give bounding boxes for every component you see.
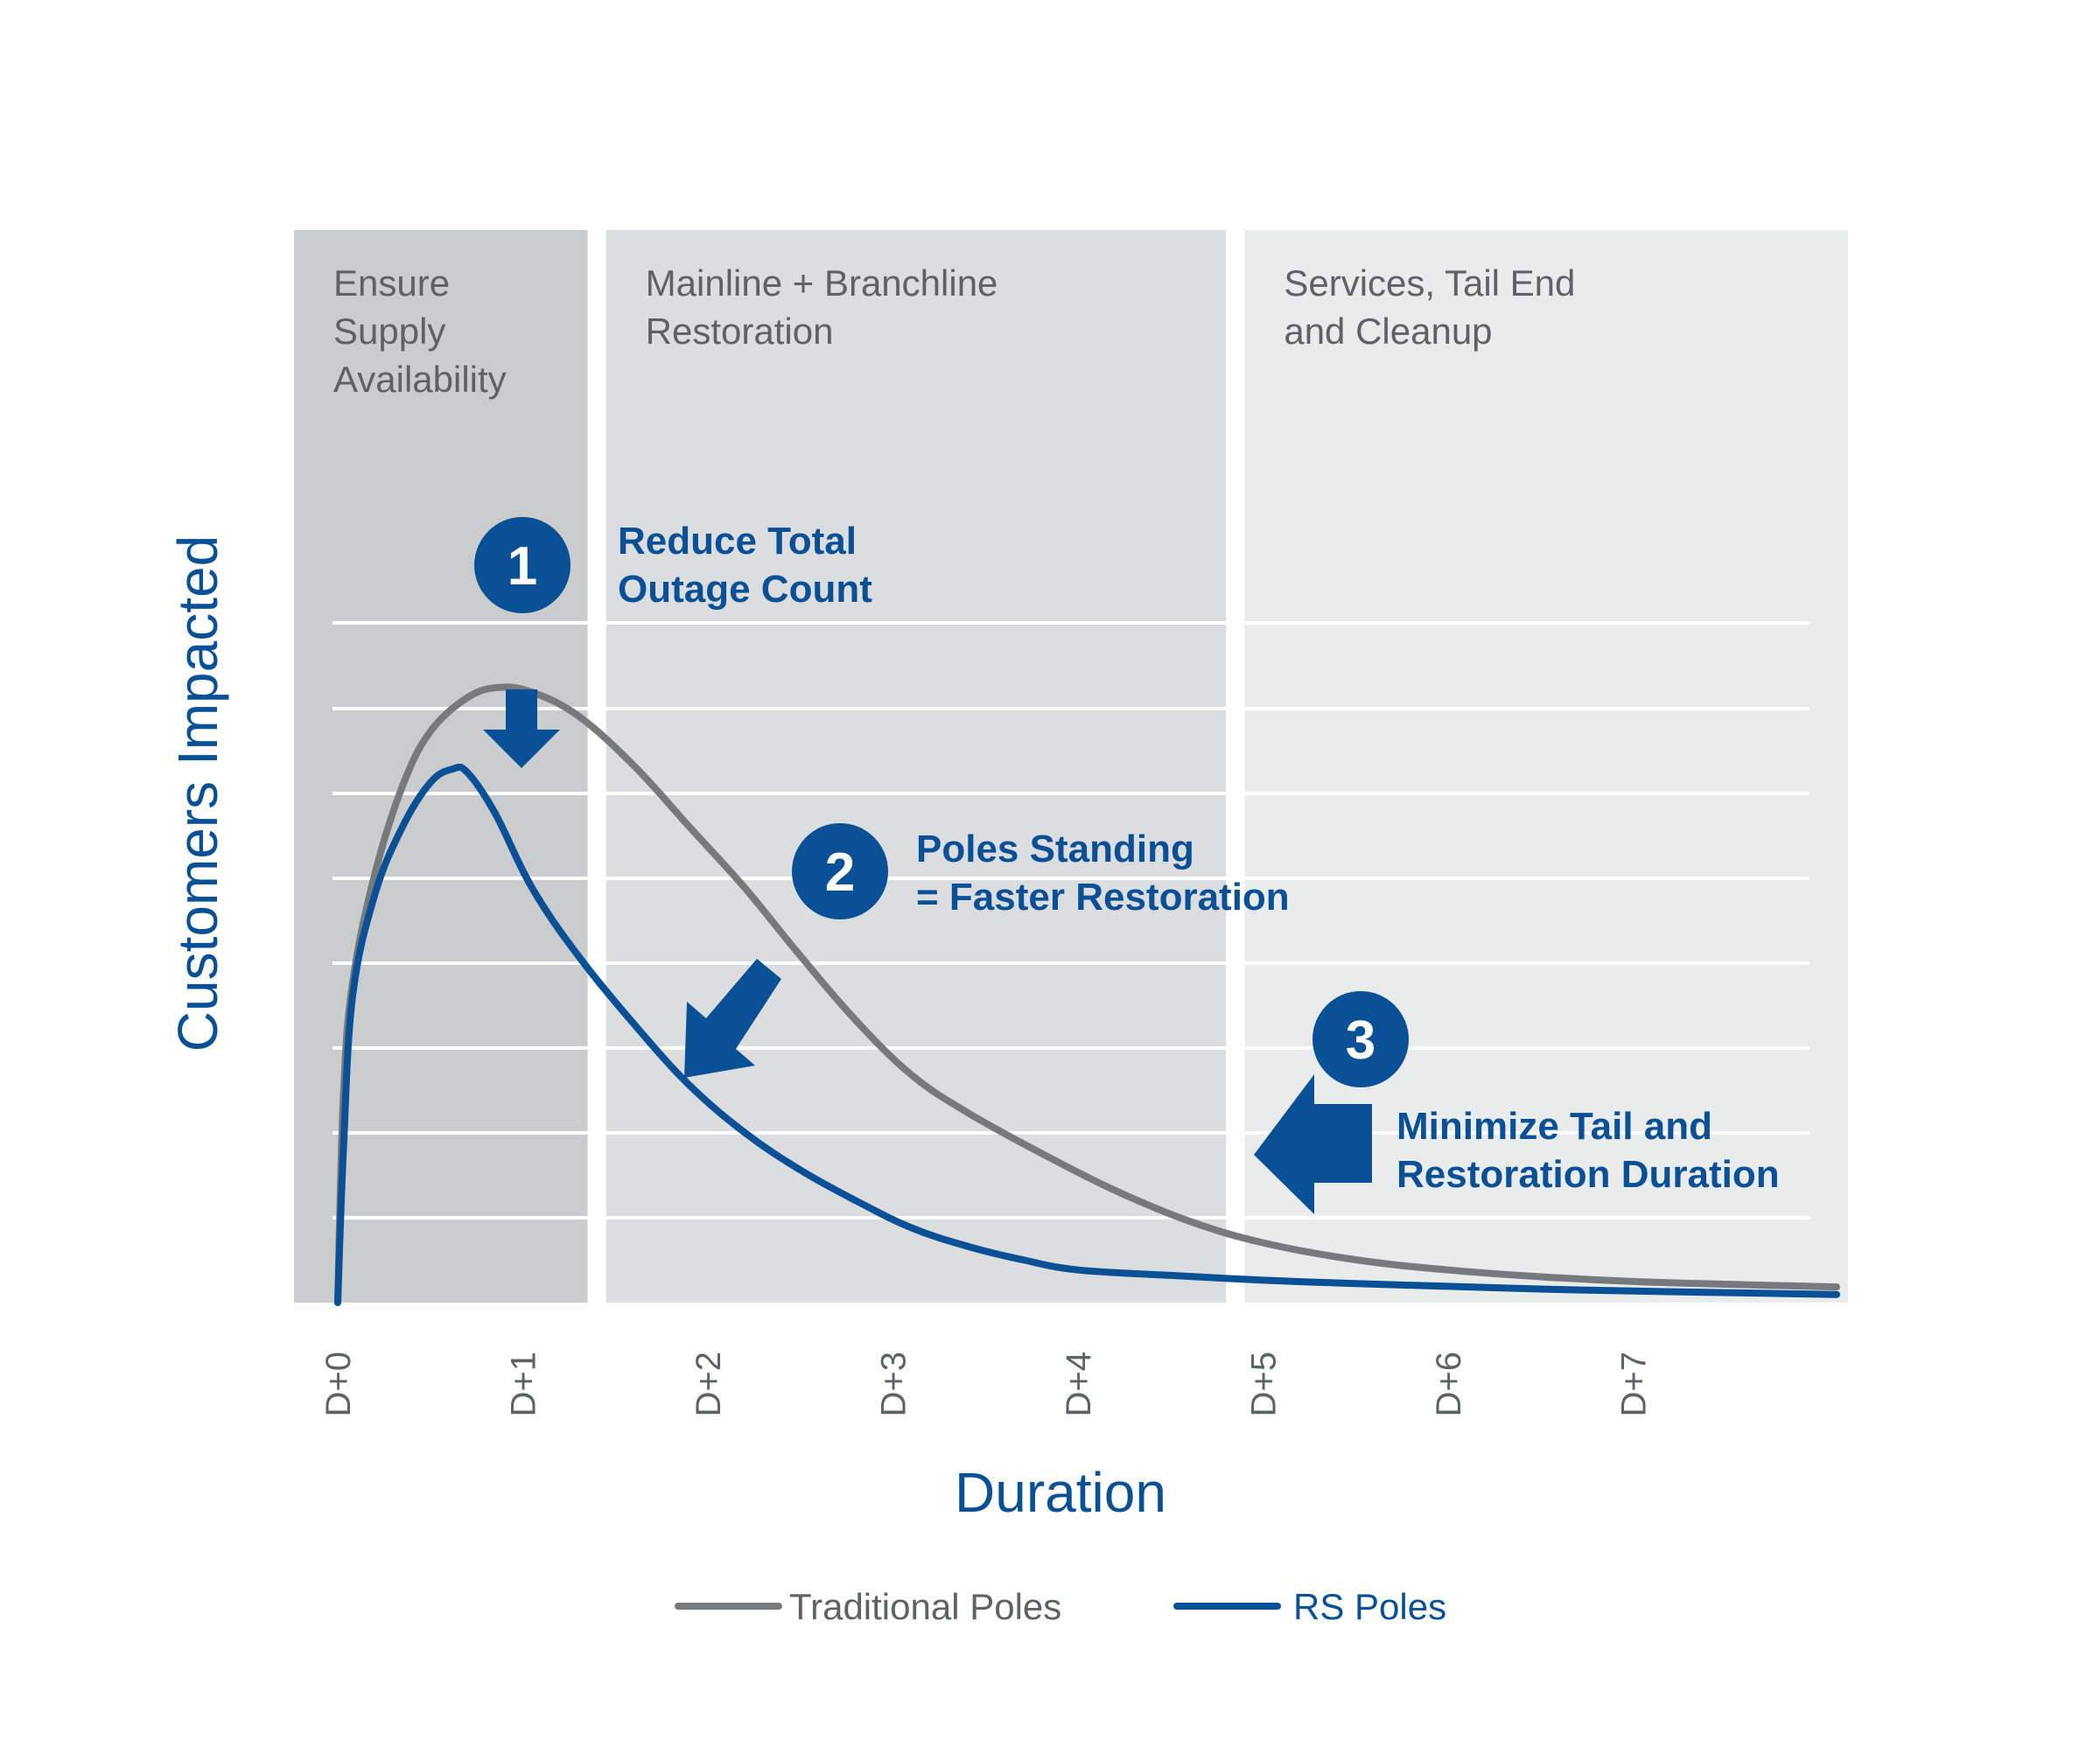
annotation-3-text-line-1: Minimize Tail and [1396, 1105, 1712, 1148]
x-tick-Dplus-6: D+6 [1430, 1352, 1468, 1417]
legend-label-rs-poles: RS Poles [1293, 1586, 1446, 1627]
annotation-3-text-line-2: Restoration Duration [1396, 1153, 1780, 1196]
x-tick-Dplus-3: D+3 [875, 1352, 914, 1417]
phase-label-2-line-2: Restoration [646, 311, 834, 352]
x-axis-title: Duration [955, 1461, 1166, 1524]
annotation-1-number: 1 [508, 536, 537, 597]
annotation-1-text-line-2: Outage Count [618, 568, 872, 611]
arrow-down-left-icon [684, 959, 781, 1078]
phase-label-1-line-1: Ensure [333, 262, 450, 304]
annotation-2-text-line-2: = Faster Restoration [916, 876, 1290, 919]
x-tick-Dplus-1: D+1 [505, 1352, 543, 1417]
series-line-traditional-poles [334, 683, 1841, 1306]
y-axis-title: Customers Impacted [166, 535, 229, 1052]
annotation-3-badge [1312, 991, 1409, 1087]
legend-label-traditional-poles: Traditional Poles [789, 1586, 1061, 1627]
annotation-1-badge [474, 517, 570, 613]
annotation-2-number: 2 [825, 842, 855, 903]
series-line-rs-poles [334, 763, 1841, 1306]
phase-separator-2 [1228, 230, 1242, 1304]
phase-separator-1 [590, 230, 605, 1304]
x-tick-Dplus-7: D+7 [1615, 1352, 1654, 1417]
arrow-down-icon [483, 689, 560, 768]
x-tick-Dplus-4: D+4 [1060, 1352, 1098, 1417]
phase-panel-2 [606, 230, 1227, 1303]
annotation-1-text-line-1: Reduce Total [618, 520, 857, 563]
phase-label-1-line-3: Availability [333, 359, 507, 400]
x-tick-Dplus-0: D+0 [319, 1352, 358, 1417]
x-tick-Dplus-5: D+5 [1245, 1352, 1284, 1417]
phase-label-3-line-2: and Cleanup [1284, 311, 1492, 352]
phase-label-3-line-1: Services, Tail End [1284, 262, 1575, 304]
annotation-3-number: 3 [1346, 1010, 1376, 1071]
phase-label-2-line-1: Mainline + Branchline [646, 262, 998, 304]
annotation-2-text-line-1: Poles Standing [916, 828, 1194, 870]
annotation-2-badge [792, 823, 888, 919]
arrow-left-icon [1254, 1074, 1372, 1214]
x-tick-Dplus-2: D+2 [690, 1352, 728, 1417]
phase-label-1-line-2: Supply [333, 311, 445, 352]
